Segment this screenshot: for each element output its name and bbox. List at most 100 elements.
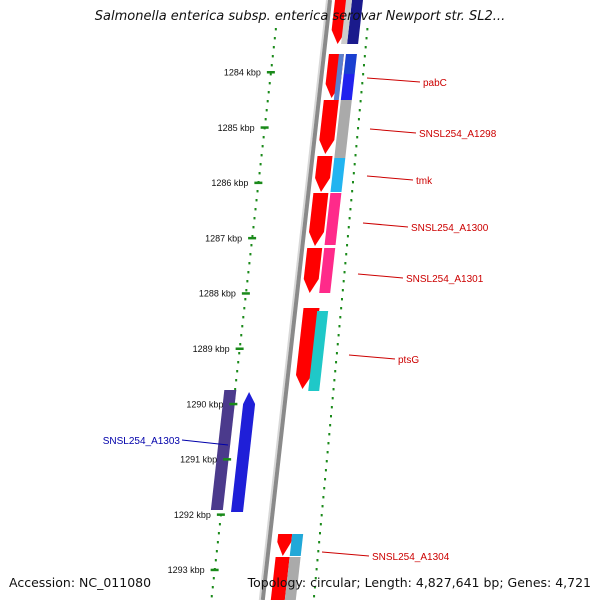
right-tick-dot [315,568,318,571]
gene-label: SNSL254_A1304 [372,552,450,563]
right-tick-dot [351,190,354,193]
right-tick-dot [313,586,316,589]
right-tick-dot [347,226,350,229]
left-tick-dot [215,550,218,553]
forward-cds-arrow [309,193,329,246]
left-tick-dot [271,55,274,58]
gene-label: pabC [423,78,447,89]
forward-cds-arrow [303,248,323,293]
left-tick-dot [238,352,241,355]
left-tick-dot [254,208,257,211]
right-tick-dot [348,217,351,220]
reverse-cds-arrow [231,392,256,512]
left-tick-dot [236,370,239,373]
gene-feature-bar [324,193,342,245]
right-tick-dot [326,451,329,454]
tick-mark [216,513,225,516]
right-tick-dot [329,415,332,418]
right-tick-dot [340,307,343,310]
tick-label: 1293 kbp [168,565,205,575]
gene-label: SNSL254_A1303 [103,436,181,447]
left-tick-dot [247,271,250,274]
right-tick-dot [321,505,324,508]
right-tick-dot [346,244,349,247]
left-tick-dot [217,532,220,535]
gene-feature-bar [340,74,355,100]
tick-label: 1288 kbp [199,289,236,299]
tick-mark [260,126,269,129]
right-tick-dot [331,397,334,400]
gene-feature-bar [341,0,352,44]
right-tick-dot [345,253,348,256]
right-tick-dot [330,406,333,409]
left-tick-dot [270,64,273,67]
right-tick-dot [329,424,332,427]
tick-mark [266,71,275,74]
left-tick-dot [251,235,254,238]
right-tick-dot [320,514,323,517]
forward-cds-arrow [270,557,290,600]
right-tick-dot [359,100,362,103]
right-tick-dot [346,235,349,238]
right-tick-dot [362,64,365,67]
left-tick-dot [256,190,259,193]
gene-feature-bar [343,54,357,74]
left-tick-dot [249,253,252,256]
right-tick-dot [332,388,335,391]
forward-cds-arrow [277,534,293,556]
left-tick-dot [252,226,255,229]
right-tick-dot [351,181,354,184]
forward-cds-arrow [315,156,333,192]
left-tick-dot [269,73,272,76]
right-tick-dot [365,37,368,40]
left-tick-dot [244,298,247,301]
tick-mark [229,402,238,406]
tick-mark [235,347,244,350]
right-tick-dot [314,577,317,580]
left-tick-dot [243,307,246,310]
gene-label: SNSL254_A1298 [419,129,497,140]
right-tick-dot [336,343,339,346]
gene-feature-bar [308,311,329,391]
right-tick-dot [356,136,359,139]
left-tick-dot [218,523,221,526]
gene-label-leader [366,77,421,83]
right-tick-dot [357,118,360,121]
right-tick-dot [317,550,320,553]
right-tick-dot [324,478,327,481]
left-tick-dot [211,586,214,589]
gene-feature-bar [284,557,301,600]
right-tick-dot [323,487,326,490]
left-tick-dot [267,91,270,94]
left-tick-dot [235,379,238,382]
left-tick-dot [239,343,242,346]
left-tick-dot [258,172,261,175]
left-tick-dot [210,595,213,598]
right-tick-dot [316,559,319,562]
left-tick-dot [245,289,248,292]
right-tick-dot [363,55,366,58]
gene-feature-bar [319,248,336,293]
tick-label: 1290 kbp [186,399,223,409]
right-tick-dot [352,172,355,175]
gene-feature-bar [330,158,346,192]
left-tick-dot [264,118,267,121]
left-tick-dot [274,28,277,31]
tick-label: 1286 kbp [211,178,248,188]
genes-layer [210,0,363,600]
gene-label: ptsG [398,355,419,366]
left-tick-dot [253,217,256,220]
backbone-shadow [258,0,328,601]
right-tick-dot [362,73,365,76]
backbone-line [260,0,332,601]
right-tick-dot [338,325,341,328]
gene-label-leader [348,354,396,360]
right-tick-dot [325,460,328,463]
left-tick-dot [261,145,264,148]
right-tick-dot [337,334,340,337]
right-tick-dot [360,91,363,94]
topology-summary: Topology: circular; Length: 4,827,641 bp… [247,575,591,590]
right-tick-dot [353,163,356,166]
